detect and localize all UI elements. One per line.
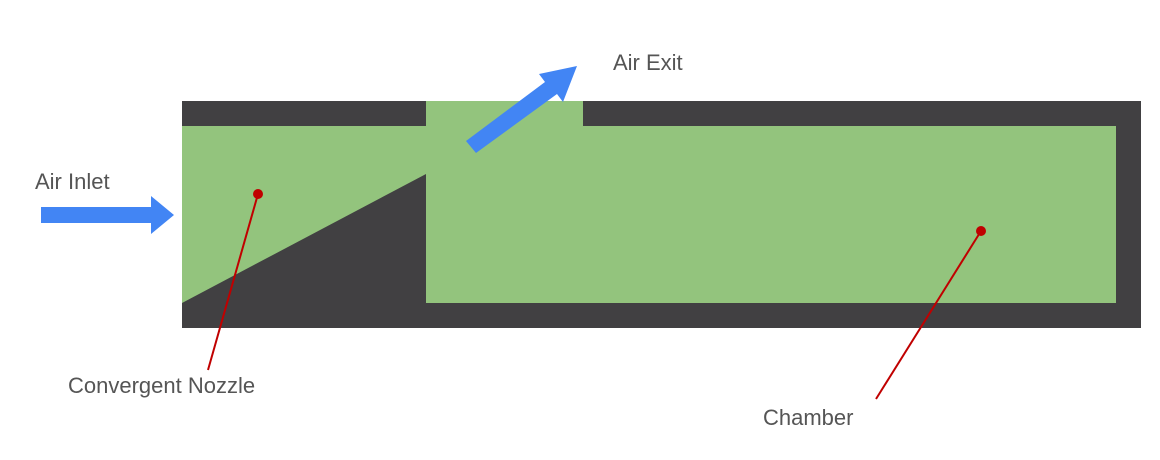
nozzle-leader-line <box>207 193 259 371</box>
air-exit-label: Air Exit <box>613 50 683 75</box>
bottom-wall <box>182 303 1141 328</box>
top-wall-left <box>182 101 426 126</box>
right-wall <box>1116 101 1141 328</box>
chamber-marker-dot <box>976 226 986 236</box>
nozzle-marker-dot <box>253 189 263 199</box>
air-inlet-arrow <box>41 196 174 234</box>
convergent-nozzle-label: Convergent Nozzle <box>68 373 255 398</box>
chamber-leader-line <box>875 230 982 400</box>
air-exit-arrow <box>466 66 577 153</box>
chamber-label: Chamber <box>763 405 853 430</box>
air-inlet-label: Air Inlet <box>35 169 110 194</box>
convergent-nozzle-wedge <box>182 174 426 305</box>
top-wall-right <box>583 101 1141 126</box>
